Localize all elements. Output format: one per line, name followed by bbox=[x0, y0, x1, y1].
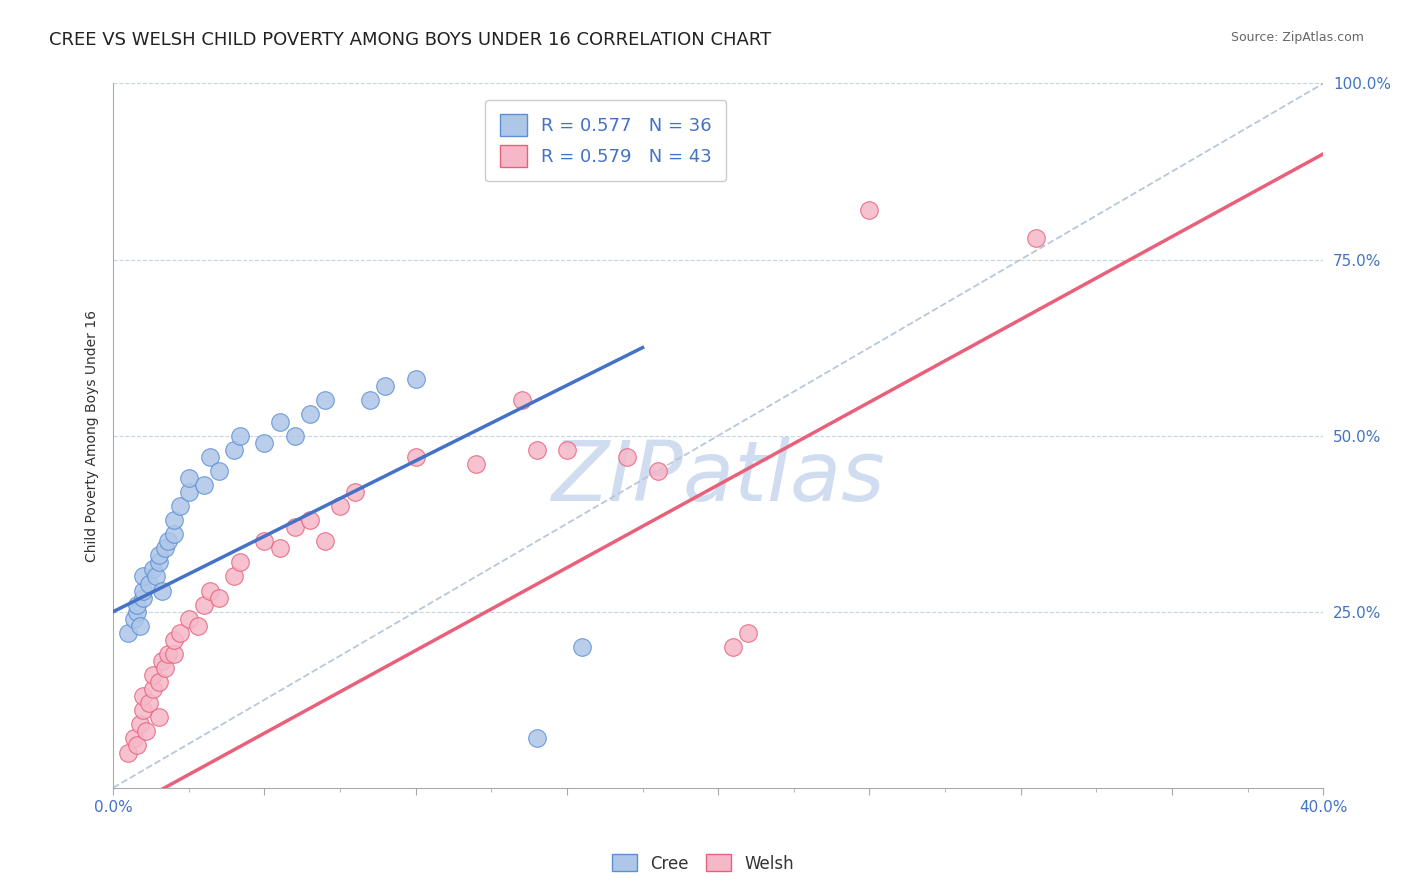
Point bbox=[129, 717, 152, 731]
Point bbox=[124, 612, 146, 626]
Point bbox=[177, 612, 200, 626]
Legend: R = 0.577   N = 36, R = 0.579   N = 43: R = 0.577 N = 36, R = 0.579 N = 43 bbox=[485, 100, 727, 181]
Point bbox=[723, 640, 745, 654]
Point bbox=[163, 647, 186, 661]
Point bbox=[148, 710, 170, 724]
Point bbox=[117, 746, 139, 760]
Point bbox=[124, 731, 146, 746]
Point bbox=[858, 203, 880, 218]
Point bbox=[314, 393, 336, 408]
Point bbox=[145, 569, 167, 583]
Point bbox=[148, 549, 170, 563]
Text: CREE VS WELSH CHILD POVERTY AMONG BOYS UNDER 16 CORRELATION CHART: CREE VS WELSH CHILD POVERTY AMONG BOYS U… bbox=[49, 31, 772, 49]
Text: Source: ZipAtlas.com: Source: ZipAtlas.com bbox=[1230, 31, 1364, 45]
Point bbox=[169, 625, 191, 640]
Point bbox=[153, 541, 176, 556]
Point bbox=[177, 485, 200, 500]
Point bbox=[138, 576, 160, 591]
Point bbox=[571, 640, 593, 654]
Point bbox=[229, 555, 252, 569]
Point bbox=[526, 442, 548, 457]
Legend: Cree, Welsh: Cree, Welsh bbox=[606, 847, 800, 880]
Point bbox=[526, 731, 548, 746]
Point bbox=[314, 534, 336, 549]
Point bbox=[224, 569, 246, 583]
Point bbox=[127, 739, 149, 753]
Point bbox=[224, 442, 246, 457]
Point bbox=[148, 675, 170, 690]
Point bbox=[737, 625, 759, 640]
Point bbox=[284, 428, 307, 442]
Point bbox=[156, 534, 179, 549]
Point bbox=[163, 513, 186, 527]
Point bbox=[127, 605, 149, 619]
Point bbox=[405, 372, 427, 386]
Point bbox=[198, 583, 221, 598]
Point bbox=[138, 696, 160, 710]
Point bbox=[132, 689, 155, 703]
Y-axis label: Child Poverty Among Boys Under 16: Child Poverty Among Boys Under 16 bbox=[86, 310, 100, 562]
Point bbox=[405, 450, 427, 464]
Point bbox=[193, 478, 215, 492]
Point bbox=[359, 393, 381, 408]
Point bbox=[141, 668, 163, 682]
Point bbox=[465, 457, 488, 471]
Point bbox=[135, 724, 157, 739]
Point bbox=[150, 654, 173, 668]
Point bbox=[169, 499, 191, 513]
Point bbox=[1025, 231, 1047, 245]
Point bbox=[616, 450, 638, 464]
Point bbox=[163, 527, 186, 541]
Point bbox=[129, 619, 152, 633]
Point bbox=[132, 591, 155, 605]
Point bbox=[132, 569, 155, 583]
Point bbox=[156, 647, 179, 661]
Point bbox=[647, 464, 669, 478]
Point bbox=[555, 442, 578, 457]
Point bbox=[153, 661, 176, 675]
Point bbox=[253, 534, 276, 549]
Point bbox=[132, 583, 155, 598]
Point bbox=[193, 598, 215, 612]
Point bbox=[198, 450, 221, 464]
Point bbox=[229, 428, 252, 442]
Point bbox=[150, 583, 173, 598]
Point bbox=[208, 591, 231, 605]
Point bbox=[374, 379, 396, 393]
Point bbox=[117, 625, 139, 640]
Point bbox=[148, 555, 170, 569]
Point bbox=[298, 408, 321, 422]
Point bbox=[344, 485, 367, 500]
Point bbox=[298, 513, 321, 527]
Point bbox=[510, 393, 533, 408]
Point bbox=[329, 499, 352, 513]
Point bbox=[141, 562, 163, 576]
Point bbox=[177, 471, 200, 485]
Point bbox=[141, 682, 163, 697]
Point bbox=[132, 703, 155, 717]
Point bbox=[269, 541, 291, 556]
Point bbox=[269, 415, 291, 429]
Point bbox=[163, 632, 186, 647]
Point bbox=[284, 520, 307, 534]
Point bbox=[127, 598, 149, 612]
Point bbox=[208, 464, 231, 478]
Point bbox=[187, 619, 209, 633]
Point bbox=[253, 435, 276, 450]
Text: ZIPatlas: ZIPatlas bbox=[551, 437, 884, 518]
